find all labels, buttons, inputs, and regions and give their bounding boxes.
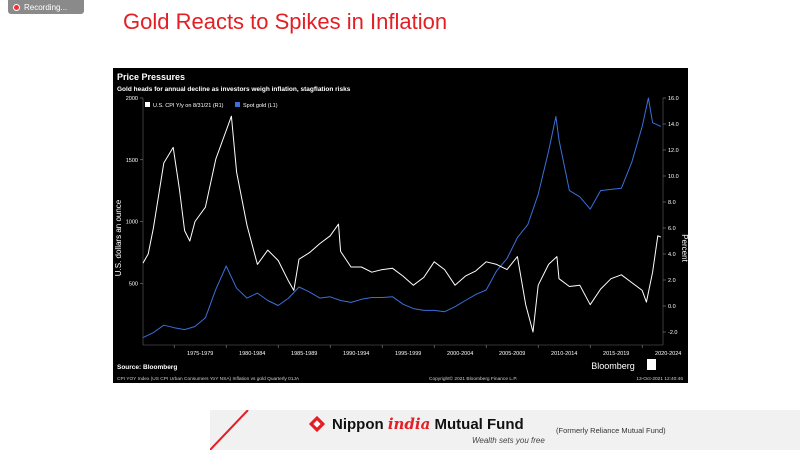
chart-title: Price Pressures	[117, 72, 185, 82]
chart-footnote: CPI YOY Index (US CPI Urban Consumers Yo…	[117, 376, 300, 382]
chart-copyright: Copyright© 2021 Bloomberg Finance L.P.	[429, 375, 517, 382]
right-tick-label: -2.0	[668, 330, 677, 336]
left-axis-title: U.S. dollars an ounce	[114, 199, 123, 276]
legend-swatch-gold	[235, 102, 240, 107]
footer-band: Nippon india Mutual Fund Wealth sets you…	[210, 410, 800, 450]
x-tick-label: 1980-1984	[239, 351, 265, 357]
x-tick-label: 2015-2019	[603, 351, 629, 357]
left-tick-label: 1000	[126, 220, 138, 226]
x-tick-label: 1995-1999	[395, 351, 421, 357]
right-tick-label: 12.0	[668, 148, 679, 154]
chart-panel: Price Pressures Gold heads for annual de…	[113, 68, 688, 383]
chart-date-stamp: 13-Oct-2021 12:40:46	[636, 376, 683, 382]
brand-prefix: Nippon	[332, 416, 388, 433]
legend-label-cpi: U.S. CPI Y/y on 8/31/21 (R1)	[153, 103, 224, 109]
right-tick-label: 16.0	[668, 96, 679, 102]
left-tick-label: 2000	[126, 96, 138, 102]
brand-tagline: Wealth sets you free	[472, 436, 545, 445]
legend-swatch-cpi	[145, 102, 150, 107]
right-tick-label: 4.0	[668, 252, 676, 258]
left-tick-label: 1500	[126, 158, 138, 164]
right-tick-label: 10.0	[668, 174, 679, 180]
series-line-gold	[142, 97, 662, 339]
price-pressures-chart: Price Pressures Gold heads for annual de…	[114, 72, 688, 382]
nippon-logo-icon	[308, 415, 326, 433]
right-axis-ticks: 16.0 14.0 12.0 10.0 8.0 6.0 4.0 2.0 0.0 -2.0	[663, 96, 679, 336]
chart-source: Source: Bloomberg	[117, 364, 177, 371]
legend-label-gold: Spot gold (L1)	[243, 103, 278, 109]
brand-suffix: Mutual Fund	[430, 416, 524, 433]
right-tick-label: 2.0	[668, 278, 676, 284]
right-tick-label: 14.0	[668, 122, 679, 128]
chart-subtitle: Gold heads for annual decline as investo…	[117, 86, 351, 93]
right-tick-label: 0.0	[668, 304, 676, 310]
x-tick-label: 2010-2014	[551, 351, 577, 357]
formerly-note: (Formerly Reliance Mutual Fund)	[556, 426, 666, 435]
nippon-brand: Nippon india Mutual Fund	[308, 415, 524, 433]
series-layer	[142, 97, 662, 339]
brand-name: Nippon india Mutual Fund	[332, 415, 524, 433]
bloomberg-terminal-icon	[647, 359, 656, 370]
x-tick-label: 2000-2004	[447, 351, 473, 357]
bloomberg-brand: Bloomberg	[591, 361, 635, 371]
x-tick-label: 1975-1979	[187, 351, 213, 357]
recording-icon	[13, 3, 20, 11]
x-axis-ticks: 1975-1979 1980-1984 1985-1989 1990-1994 1995…	[173, 345, 681, 357]
recording-label: Recording...	[24, 2, 68, 12]
series-line-cpi	[142, 115, 662, 333]
right-axis-title: Percent	[680, 234, 688, 262]
x-tick-label: 2020-2024	[655, 351, 681, 357]
brand-highlight: india	[387, 415, 431, 433]
left-tick-label: 500	[129, 281, 138, 287]
x-tick-label: 2005-2009	[499, 351, 525, 357]
slide-title: Gold Reacts to Spikes in Inflation	[123, 9, 448, 34]
x-tick-label: 1990-1994	[343, 351, 369, 357]
x-tick-label: 1985-1989	[291, 351, 317, 357]
right-tick-label: 8.0	[668, 200, 676, 206]
footer-red-slash	[210, 410, 249, 450]
recording-badge[interactable]: Recording...	[8, 0, 84, 14]
left-axis-ticks: 2000 1500 1000 500	[126, 96, 143, 287]
right-tick-label: 6.0	[668, 226, 676, 232]
